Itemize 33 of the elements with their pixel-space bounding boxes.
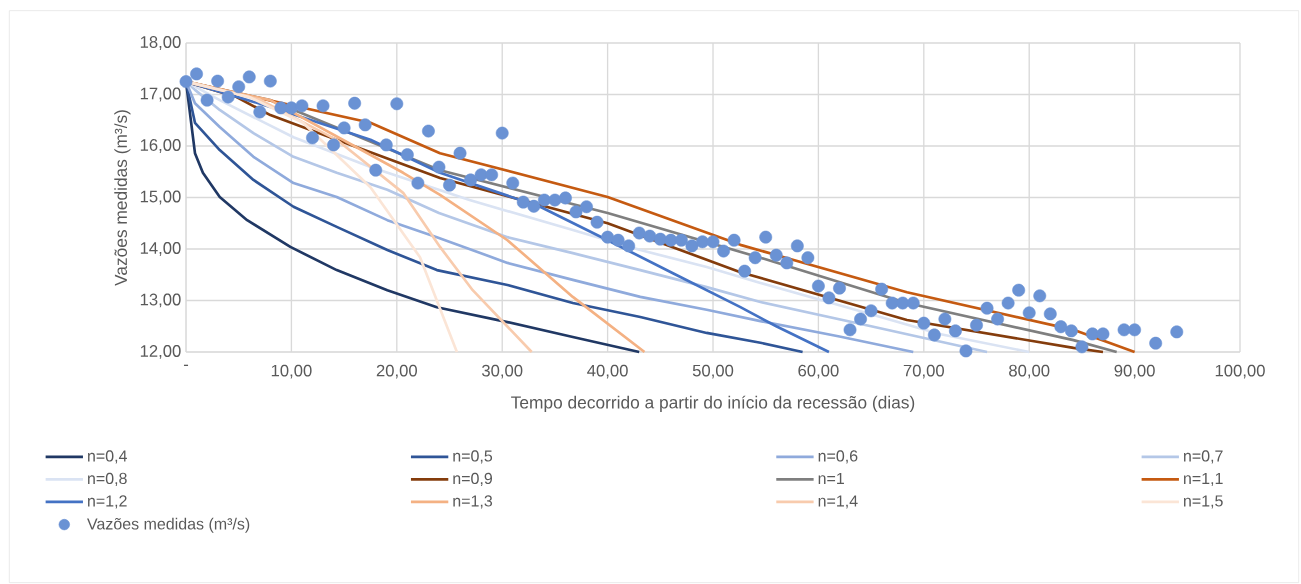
x-tick-label: 30,00 <box>481 364 523 379</box>
legend-label: n=1,1 <box>1184 472 1223 486</box>
y-tick-label: 13,00 <box>140 293 181 308</box>
x-tick-label: 60,00 <box>798 364 839 379</box>
legend-label: n=0,8 <box>88 472 127 487</box>
legend-label: n=1,5 <box>1184 495 1223 509</box>
legend-label: n=1,4 <box>818 495 858 509</box>
y-tick-label: 12,00 <box>140 345 181 359</box>
x-tick-label: - <box>183 364 189 366</box>
legend-label: Vazões medidas (m³/s) <box>87 517 250 533</box>
x-tick-label: 100,00 <box>1215 364 1265 379</box>
y-tick-label: 17,00 <box>140 87 181 102</box>
legend-label: n=0,9 <box>453 472 493 487</box>
x-tick-label: 20,00 <box>376 364 417 379</box>
y-axis-title: Vazões medidas (m³/s) <box>114 110 131 286</box>
legend-label: n=0,6 <box>818 450 858 464</box>
legend-label: n=1,3 <box>453 495 493 509</box>
x-tick-label: 70,00 <box>903 364 944 379</box>
legend-label: n=1,2 <box>88 495 127 509</box>
x-tick-label: 10,00 <box>271 364 312 379</box>
x-tick-label: 50,00 <box>692 364 734 379</box>
x-axis-title: Tempo decorrido a partir do início da recessão (dias) <box>511 395 915 412</box>
legend-label: n=0,4 <box>88 450 127 464</box>
x-tick-label: 40,00 <box>587 364 628 379</box>
x-tick-label: 90,00 <box>1114 364 1155 379</box>
x-tick-label: 80,00 <box>1009 364 1050 379</box>
legend-label: n=0,7 <box>1184 450 1223 464</box>
y-tick-label: 14,00 <box>140 242 181 256</box>
y-tick-label: 18,00 <box>140 36 181 50</box>
legend-label: n=1 <box>818 472 844 484</box>
y-tick-label: 15,00 <box>140 190 181 205</box>
legend-label: n=0,5 <box>453 450 493 464</box>
y-tick-label: 16,00 <box>140 139 181 153</box>
